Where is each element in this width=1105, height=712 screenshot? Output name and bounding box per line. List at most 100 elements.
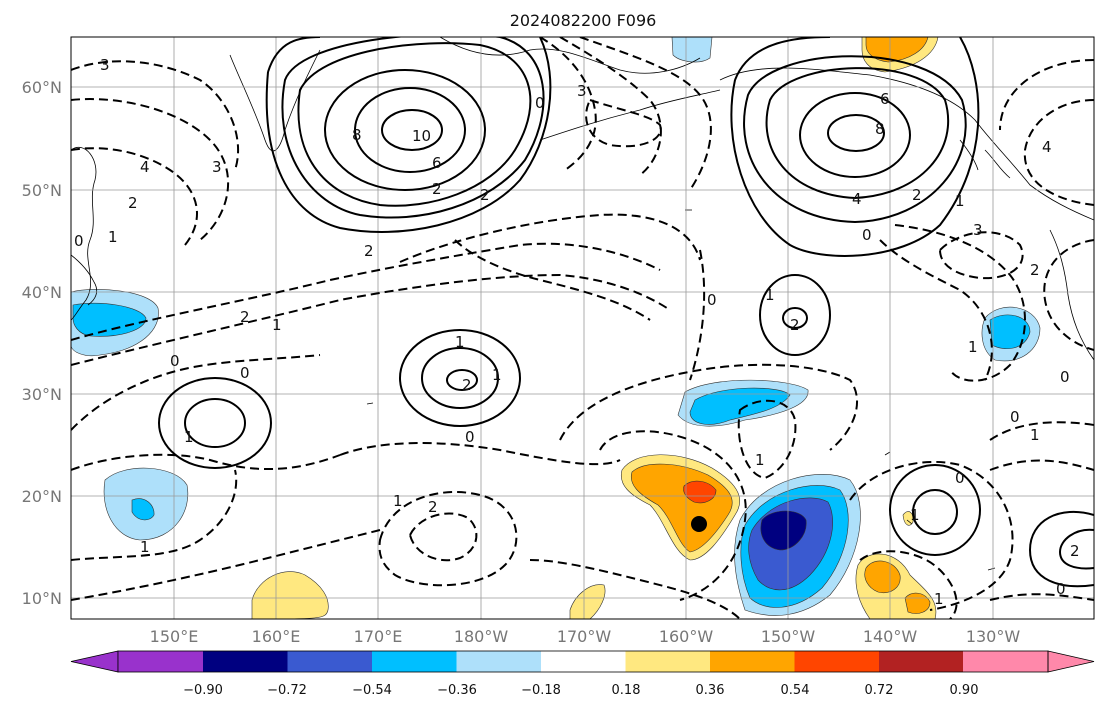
contour-mid-2 bbox=[421, 347, 499, 409]
colorbar-tick-label: −0.36 bbox=[437, 683, 477, 698]
colorbar-tick-label: −0.90 bbox=[183, 683, 223, 698]
colorbar-tick-labels: −0.90 −0.72 −0.54 −0.36 −0.18 0.18 0.36 … bbox=[183, 683, 978, 698]
coastline-bc-islands bbox=[959, 139, 1011, 179]
contour-mid-3 bbox=[446, 369, 478, 391]
coastline-asia bbox=[71, 147, 97, 321]
lat-label-10n: 10°N bbox=[22, 589, 62, 608]
coastline-japan bbox=[71, 254, 97, 306]
shade-blue-sw bbox=[131, 498, 155, 521]
colorbar-tick-label: 0.36 bbox=[696, 683, 725, 698]
contour-label: 0 bbox=[1010, 408, 1020, 426]
colorbar-segment bbox=[710, 651, 795, 672]
contour-label: 1 bbox=[968, 338, 978, 356]
contour-label: 0 bbox=[240, 364, 250, 382]
contour-dashed-central-4 bbox=[529, 559, 741, 619]
colorbar-extend-max bbox=[1047, 650, 1095, 673]
contour-label: 2 bbox=[364, 242, 374, 260]
contour-high-west-8 bbox=[354, 87, 466, 173]
contour-label: 0 bbox=[1056, 580, 1066, 598]
contour-se-1 bbox=[889, 464, 981, 556]
contour-label: 1 bbox=[910, 506, 920, 524]
coastline-aleutians bbox=[539, 89, 721, 141]
shade-blue-central bbox=[689, 387, 791, 425]
contour-label: 10 bbox=[412, 127, 431, 145]
colorbar-extend-min bbox=[70, 650, 119, 673]
contour-label: 1 bbox=[272, 316, 282, 334]
contour-label: 2 bbox=[1030, 261, 1040, 279]
colorbar-tick-label: −0.72 bbox=[267, 683, 307, 698]
contour-dashed-nw-3 bbox=[71, 147, 198, 246]
contour-label: 2 bbox=[790, 316, 800, 334]
contour-label: 0 bbox=[535, 94, 545, 112]
contour-label: 3 bbox=[577, 82, 587, 100]
contour-dashed-0-west bbox=[71, 453, 341, 471]
coastline-alaska bbox=[439, 37, 701, 74]
contour-dashed-south-4 bbox=[339, 442, 621, 466]
contour-dashed-central-2 bbox=[737, 399, 797, 480]
contour-dashed-right-1 bbox=[689, 239, 993, 381]
shade-yellow-small bbox=[902, 511, 914, 526]
contour-dashed-se-3 bbox=[859, 550, 958, 619]
contour-label: 8 bbox=[875, 120, 885, 138]
colorbar-tick-label: −0.18 bbox=[521, 683, 561, 698]
contour-label: 1 bbox=[765, 286, 775, 304]
contour-high-east-6 bbox=[765, 67, 950, 200]
contour-low-1-a bbox=[759, 274, 831, 356]
contour-dashed-right-4 bbox=[1023, 99, 1094, 206]
contour-label: 2 bbox=[428, 498, 438, 516]
colorbar-tick-label: −0.54 bbox=[352, 683, 392, 698]
graticule bbox=[71, 37, 1094, 619]
coastline-na-west bbox=[1049, 229, 1094, 361]
negative-contours bbox=[71, 37, 1094, 619]
contour-label: 1 bbox=[492, 366, 502, 384]
contour-dashed-n-3 bbox=[579, 37, 712, 191]
contour-dashed-band-4 bbox=[399, 213, 701, 263]
contour-label: 1 bbox=[955, 192, 965, 210]
contour-label: 1 bbox=[755, 451, 765, 469]
contour-high-east-4 bbox=[743, 55, 967, 224]
colorbar-segment bbox=[541, 651, 626, 672]
contour-dashed-south-1 bbox=[378, 491, 518, 587]
colorbar-segment bbox=[372, 651, 457, 672]
contour-label: 2 bbox=[1070, 542, 1080, 560]
contour-label: 2 bbox=[462, 376, 472, 394]
latitude-labels: 60°N 50°N 40°N 30°N 20°N 10°N bbox=[22, 78, 62, 608]
contour-label: 2 bbox=[240, 308, 250, 326]
contour-label: 0 bbox=[170, 352, 180, 370]
contour-label: 3 bbox=[100, 56, 110, 74]
lat-label-40n: 40°N bbox=[22, 283, 62, 302]
lon-label-160w: 160°W bbox=[659, 627, 714, 646]
map-title: 2024082200 F096 bbox=[510, 11, 657, 30]
shade-blue-east bbox=[989, 314, 1031, 350]
shade-red-central bbox=[683, 480, 717, 504]
colorbar-tick-label: 0.90 bbox=[950, 683, 979, 698]
contour-label: 8 bbox=[352, 126, 362, 144]
lat-label-30n: 30°N bbox=[22, 385, 62, 404]
contour-se-2 bbox=[912, 489, 958, 535]
contour-high-west-10 bbox=[381, 109, 443, 151]
lon-label-130w: 130°W bbox=[966, 627, 1021, 646]
contour-label: 6 bbox=[880, 90, 890, 108]
contour-label: 0 bbox=[74, 232, 84, 250]
shade-blue-core-dark bbox=[760, 510, 807, 551]
colorbar-segment bbox=[203, 651, 288, 672]
contour-west-1 bbox=[158, 377, 272, 469]
contour-label: 1 bbox=[455, 333, 465, 351]
colorbar-segment bbox=[456, 651, 541, 672]
contour-dashed-sw-1 bbox=[71, 469, 238, 561]
lat-label-60n: 60°N bbox=[22, 78, 62, 97]
contour-west-2 bbox=[184, 398, 246, 448]
positive-contours bbox=[158, 37, 1094, 588]
colorbar-segment bbox=[625, 651, 710, 672]
colorbar-frame bbox=[117, 650, 1049, 673]
shaded-anomalies bbox=[71, 37, 1041, 619]
lon-label-140w: 140°W bbox=[863, 627, 918, 646]
colorbar-segment bbox=[794, 651, 879, 672]
contour-far-east-2 bbox=[1058, 528, 1094, 570]
contour-far-east-1 bbox=[1028, 510, 1094, 588]
contour-high-west-4 bbox=[297, 42, 532, 207]
contour-high-east-8 bbox=[799, 92, 911, 178]
colorbar-segment bbox=[287, 651, 372, 672]
contour-label: 1 bbox=[140, 538, 150, 556]
